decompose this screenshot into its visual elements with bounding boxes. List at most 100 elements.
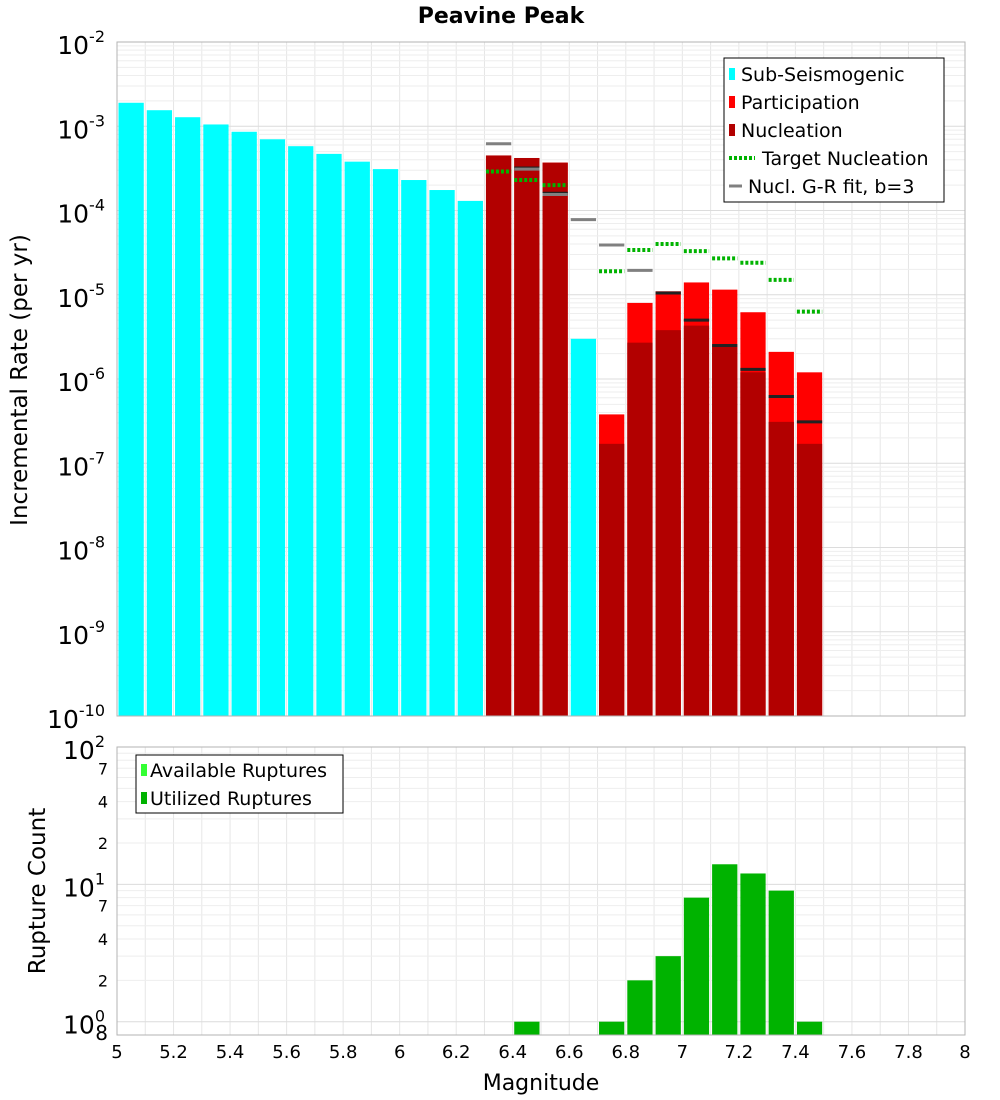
top-y-tick-exponent: -10 xyxy=(79,701,105,720)
x-tick-label: 5.8 xyxy=(329,1042,358,1063)
bottom-y-minor-tick-label: 4 xyxy=(98,930,108,949)
nucleation-bar xyxy=(485,155,512,716)
utilized-ruptures-bar xyxy=(599,1021,625,1035)
legend-label: Nucleation xyxy=(741,120,843,142)
legend-swatch xyxy=(141,764,147,776)
bottom-y-minor-tick-label: 7 xyxy=(98,759,108,778)
legend-label: Utilized Ruptures xyxy=(150,788,312,810)
top-y-tick-label: 10-2 xyxy=(57,27,105,60)
x-tick-label: 6 xyxy=(394,1042,405,1063)
top-y-tick-exponent: -3 xyxy=(89,111,105,130)
sub-seismogenic-bar xyxy=(259,139,286,717)
bottom-y-tick-exponent: 2 xyxy=(95,732,105,751)
legend-label: Participation xyxy=(741,92,860,114)
bottom-y-minor-tick-label: 4 xyxy=(98,793,108,812)
sub-seismogenic-bar xyxy=(570,338,597,716)
x-tick-label: 5.6 xyxy=(272,1042,301,1063)
x-tick-label: 8 xyxy=(959,1042,970,1063)
nucleation-bar xyxy=(768,421,794,716)
nucleation-bar xyxy=(514,157,540,717)
sub-seismogenic-bar xyxy=(146,110,173,717)
utilized-ruptures-bar xyxy=(712,864,738,1035)
sub-seismogenic-bar xyxy=(316,153,342,717)
top-plot-legend: Sub-Seismogenic Participation Nucleation Ta… xyxy=(723,57,945,203)
utilized-ruptures-bar xyxy=(683,897,710,1035)
bottom-y-tick-exponent: 0 xyxy=(95,1007,105,1026)
top-y-tick-exponent: -2 xyxy=(89,27,105,46)
sub-seismogenic-bar xyxy=(288,146,314,716)
top-y-tick-label: 10-7 xyxy=(57,448,105,481)
top-y-tick-label: 10-8 xyxy=(57,533,105,566)
legend-swatch xyxy=(729,96,735,108)
top-y-tick-exponent: -8 xyxy=(89,533,105,552)
bottom-y-minor-tick-label: 2 xyxy=(98,834,108,853)
legend-label: Target Nucleation xyxy=(761,148,929,170)
utilized-ruptures-bar xyxy=(514,1021,540,1035)
bottom-plot-legend: Available Ruptures Utilized Ruptures xyxy=(135,754,344,814)
nucleation-bar xyxy=(683,325,710,716)
x-tick-label: 5.4 xyxy=(216,1042,245,1063)
utilized-ruptures-bar xyxy=(796,1021,823,1035)
bottom-plot-x-tick-labels: 5 5.2 5.4 5.6 5.8 6 6.2 6.4 6.6 6.8 7 7.2 7.4 7.6 7.8 8 xyxy=(111,1042,970,1063)
top-y-tick-exponent: -6 xyxy=(89,364,105,383)
x-tick-label: 7 xyxy=(677,1042,688,1063)
top-plot-y-axis-label: Incremental Rate (per yr) xyxy=(7,234,33,526)
sub-seismogenic-bar xyxy=(429,190,455,716)
sub-seismogenic-bar xyxy=(344,161,370,717)
sub-seismogenic-bar xyxy=(231,131,257,717)
sub-seismogenic-bar xyxy=(372,169,399,716)
top-plot-grid xyxy=(117,42,966,717)
legend-label: Nucl. G-R fit, b=3 xyxy=(748,176,914,198)
nucleation-bar xyxy=(599,443,625,716)
bottom-y-minor-tick-label: 7 xyxy=(98,897,108,916)
bottom-plot-y-axis-label: Rupture Count xyxy=(25,808,51,974)
sub-seismogenic-bar xyxy=(203,124,229,717)
bottom-legend-box xyxy=(135,754,344,814)
top-y-tick-label: 10-9 xyxy=(57,617,105,650)
utilized-ruptures-bar xyxy=(768,890,794,1035)
nucleation-bar xyxy=(655,330,681,716)
legend-swatch xyxy=(141,792,147,804)
x-tick-label: 7.6 xyxy=(838,1042,867,1063)
top-y-tick-exponent: -7 xyxy=(89,448,105,467)
sub-seismogenic-bar xyxy=(401,180,427,717)
x-tick-label: 7.2 xyxy=(725,1042,754,1063)
legend-swatch xyxy=(729,68,735,80)
top-y-tick-exponent: -9 xyxy=(89,617,105,636)
legend-label: Sub-Seismogenic xyxy=(741,64,905,86)
utilized-ruptures-bar xyxy=(627,980,653,1035)
x-tick-label: 6.4 xyxy=(498,1042,527,1063)
nucleation-bar xyxy=(796,443,823,716)
top-y-tick-label: 10-10 xyxy=(47,701,105,734)
top-y-tick-exponent: -5 xyxy=(89,280,105,299)
bottom-y-tick-exponent: 1 xyxy=(95,869,105,888)
top-plot-overlays xyxy=(485,142,823,424)
top-y-tick-label: 10-3 xyxy=(57,111,105,144)
x-tick-label: 6.8 xyxy=(611,1042,640,1063)
top-plot-y-tick-labels: 10-10 10-9 10-8 10-7 10-6 10-5 10-4 10-3 10-2 xyxy=(47,27,105,734)
legend-swatch xyxy=(729,124,735,136)
bottom-y-tick-label: 100 xyxy=(63,1007,105,1040)
bottom-plot-frame xyxy=(116,746,966,1036)
top-plot-frame xyxy=(116,41,966,717)
x-tick-label: 5 xyxy=(111,1042,122,1063)
sub-seismogenic-bar xyxy=(457,200,483,716)
bottom-y-minor-tick-label: 8 xyxy=(95,1021,108,1045)
sub-seismogenic-bar xyxy=(175,117,201,717)
x-tick-label: 7.4 xyxy=(781,1042,810,1063)
top-y-tick-label: 10-6 xyxy=(57,364,105,397)
bottom-plot-x-axis-label: Magnitude xyxy=(483,1071,600,1096)
top-legend-box xyxy=(723,57,945,203)
top-plot-title: Peavine Peak xyxy=(418,4,586,29)
bottom-y-minor-tick-label: 2 xyxy=(98,971,108,990)
nucleation-bar xyxy=(740,372,766,716)
x-tick-label: 6.6 xyxy=(555,1042,584,1063)
nucleation-bar xyxy=(712,346,738,716)
nucleation-bar xyxy=(542,162,568,716)
top-plot-bars xyxy=(118,102,823,717)
utilized-ruptures-bar xyxy=(740,873,766,1035)
sub-seismogenic-bar xyxy=(118,102,144,716)
bottom-plot-bars xyxy=(514,864,823,1035)
